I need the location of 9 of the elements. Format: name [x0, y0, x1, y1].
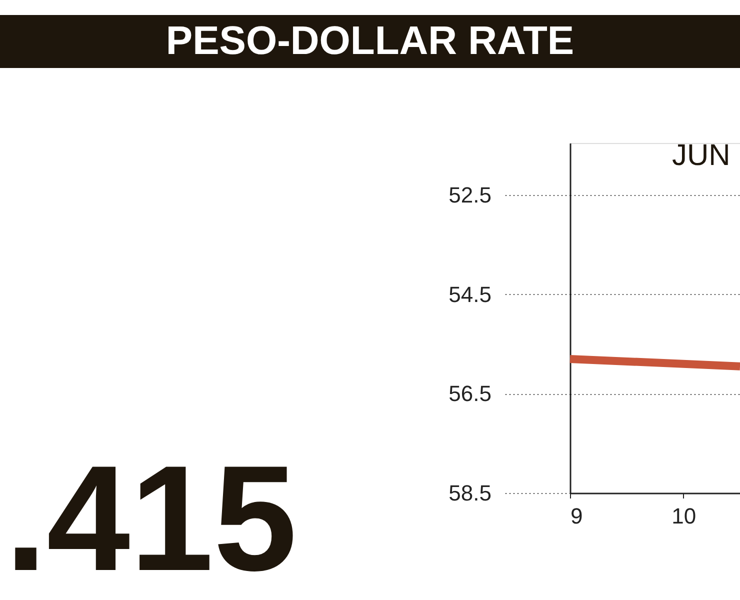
- chart-title: PESO-DOLLAR RATE: [166, 19, 574, 63]
- y-tick-label: 54.5: [448, 282, 492, 307]
- x-tick-label: 9: [570, 504, 583, 528]
- y-tick-label: 56.5: [448, 381, 492, 406]
- y-tick-label: 52.5: [448, 182, 492, 208]
- y-tick-label: 58.5: [448, 480, 492, 506]
- annotation: JUN: [672, 139, 730, 172]
- x-tick-label: 10: [672, 504, 696, 528]
- text: .415: [5, 434, 297, 600]
